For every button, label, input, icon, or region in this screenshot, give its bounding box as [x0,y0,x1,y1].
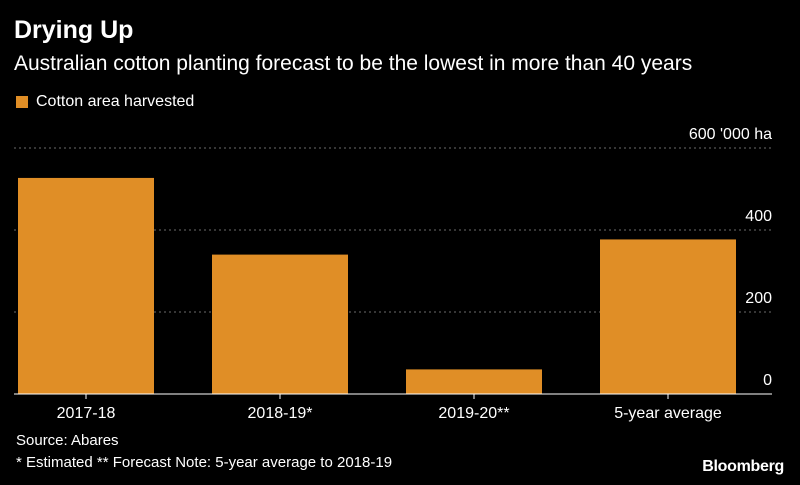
bloomberg-logo: Bloomberg [702,458,784,475]
bar-2 [406,369,542,394]
source-note: Source: Abares [16,432,119,449]
y-tick-label: 600 '000 ha [689,126,772,143]
y-tick-label: 400 [745,208,772,225]
legend-label: Cotton area harvested [36,93,195,110]
y-tick-label: 0 [763,372,772,389]
bars [18,177,736,394]
footnote: * Estimated ** Forecast Note: 5-year ave… [16,454,393,471]
chart-subtitle: Australian cotton planting forecast to b… [14,52,693,75]
x-tick-label: 5-year average [614,405,722,422]
bar-3 [600,239,736,394]
x-tick-label: 2018-19* [248,405,313,422]
bar-1 [212,254,348,394]
x-tick-label: 2017-18 [57,405,116,422]
chart-title: Drying Up [14,16,134,44]
y-tick-label: 200 [745,290,772,307]
axes: 0 200 400 600 '000 ha 2017-18 2018-19* 2019-20… [14,126,772,422]
bar-0 [18,177,154,394]
legend: Cotton area harvested [16,93,194,111]
legend-swatch [16,96,28,108]
x-tick-label: 2019-20** [438,405,509,422]
